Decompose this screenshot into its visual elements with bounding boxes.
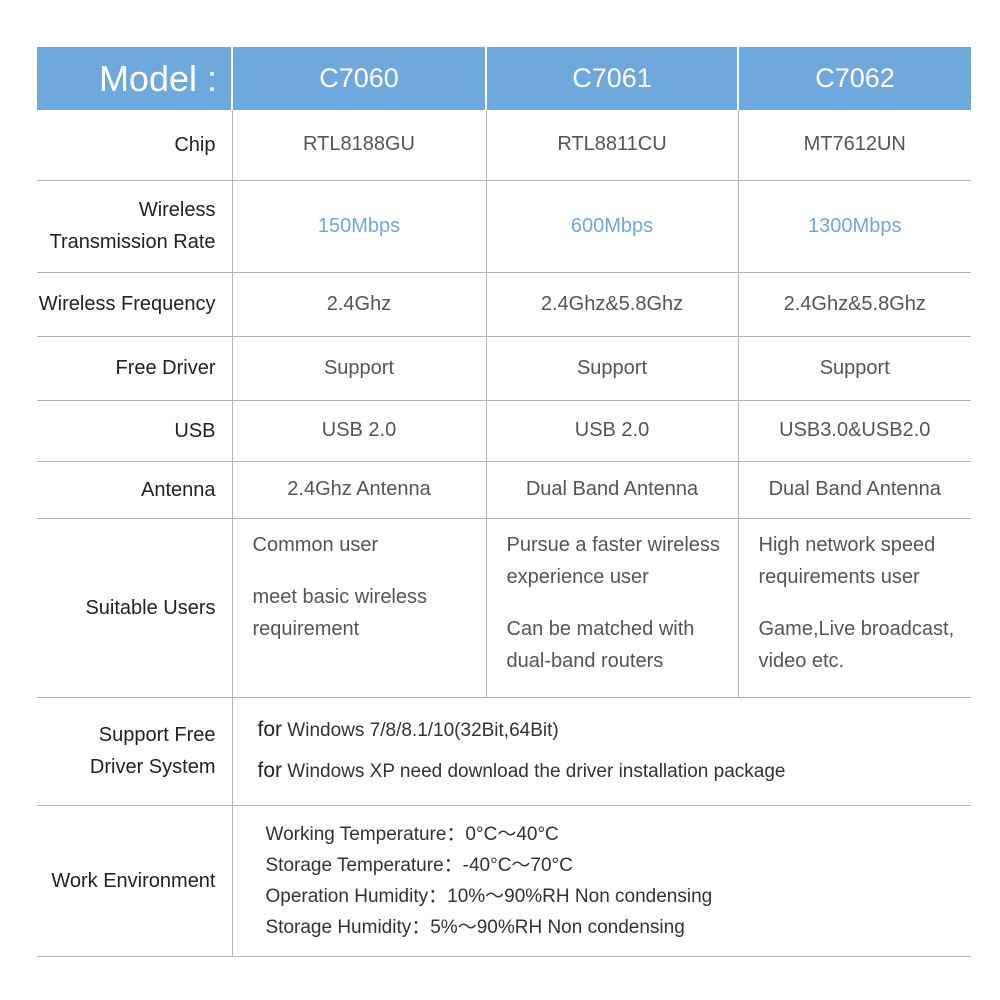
env-line: Operation Humidity：10%～90%RH Non condens… bbox=[265, 885, 713, 907]
user-text: Pursue a faster wireless experience user bbox=[506, 533, 720, 588]
label-line: Driver System bbox=[89, 756, 216, 778]
cell: Common user meet basic wireless requireme… bbox=[232, 518, 487, 698]
label-line: Transmission Rate bbox=[49, 231, 216, 253]
user-text: meet basic wireless requirement bbox=[252, 585, 428, 640]
cell: 2.4Ghz&5.8Ghz bbox=[738, 272, 971, 337]
driver-line: for Windows XP need download the driver … bbox=[258, 751, 972, 792]
driver-system-cell: for Windows 7/8/8.1/10(32Bit,64Bit) for … bbox=[232, 697, 972, 806]
model-label: Model : bbox=[37, 47, 233, 110]
cell: Support bbox=[738, 336, 971, 401]
row-label: Work Environment bbox=[37, 805, 233, 957]
user-text: High network speed requirements user bbox=[758, 533, 936, 588]
cell: 2.4Ghz bbox=[232, 272, 487, 337]
cell: USB 2.0 bbox=[486, 400, 739, 462]
row-antenna: Antenna 2.4Ghz Antenna Dual Band Antenna… bbox=[37, 461, 971, 519]
spec-table: Model : C7060 C7061 C7062 Chip RTL8188GU… bbox=[37, 47, 971, 957]
header-row: Model : C7060 C7061 C7062 bbox=[37, 47, 971, 110]
cell: Support bbox=[486, 336, 739, 401]
row-environment: Work Environment Working Temperature：0°C… bbox=[37, 805, 971, 957]
env-line: Storage Humidity：5%～90%RH Non condensing bbox=[265, 916, 685, 938]
cell: Dual Band Antenna bbox=[486, 461, 739, 519]
row-label: Support Free Driver System bbox=[37, 697, 233, 806]
for-prefix: for bbox=[257, 718, 283, 741]
row-rate: Wireless Transmission Rate 150Mbps 600Mbp… bbox=[37, 180, 971, 273]
cell: 1300Mbps bbox=[738, 180, 971, 273]
row-frequency: Wireless Frequency 2.4Ghz 2.4Ghz&5.8Ghz … bbox=[37, 272, 971, 337]
row-chip: Chip RTL8188GU RTL8811CU MT7612UN bbox=[37, 110, 971, 181]
env-line: Working Temperature：0°C～40°C bbox=[265, 823, 559, 845]
row-label: Chip bbox=[37, 110, 233, 181]
environment-cell: Working Temperature：0°C～40°C Storage Tem… bbox=[232, 805, 971, 957]
row-driver: Free Driver Support Support Support bbox=[37, 336, 971, 401]
row-label: Suitable Users bbox=[37, 518, 233, 698]
cell: RTL8811CU bbox=[486, 110, 739, 181]
row-usb: USB USB 2.0 USB 2.0 USB3.0&USB2.0 bbox=[37, 400, 971, 462]
cell: 2.4Ghz Antenna bbox=[232, 461, 487, 519]
model-c7060: C7060 bbox=[232, 47, 487, 110]
driver-text: Windows 7/8/8.1/10(32Bit,64Bit) bbox=[287, 720, 559, 741]
cell: MT7612UN bbox=[738, 110, 971, 181]
row-driver-system: Support Free Driver System for Windows 7/… bbox=[37, 697, 972, 806]
model-c7062: C7062 bbox=[738, 47, 971, 110]
cell: USB 2.0 bbox=[232, 400, 487, 462]
driver-text: Windows XP need download the driver inst… bbox=[287, 761, 786, 782]
for-prefix: for bbox=[257, 759, 283, 782]
cell: 600Mbps bbox=[486, 180, 739, 273]
user-text: Common user bbox=[252, 533, 379, 556]
cell: Dual Band Antenna bbox=[738, 461, 971, 519]
row-label: USB bbox=[37, 400, 233, 462]
env-line: Storage Temperature：-40°C～70°C bbox=[265, 854, 573, 876]
cell: RTL8188GU bbox=[232, 110, 487, 181]
cell: Pursue a faster wireless experience user… bbox=[486, 518, 739, 698]
row-label: Wireless Frequency bbox=[37, 272, 233, 337]
row-label: Free Driver bbox=[37, 336, 233, 401]
row-users: Suitable Users Common user meet basic wir… bbox=[37, 518, 971, 698]
row-label: Wireless Transmission Rate bbox=[37, 180, 233, 273]
user-text: Game,Live broadcast, video etc. bbox=[758, 617, 955, 672]
driver-line: for Windows 7/8/8.1/10(32Bit,64Bit) bbox=[258, 710, 972, 751]
cell: High network speed requirements user Game… bbox=[738, 518, 971, 698]
label-line: Wireless bbox=[138, 199, 216, 221]
user-text: Can be matched with dual-band routers bbox=[506, 617, 695, 672]
label-line: Support Free bbox=[98, 724, 216, 746]
cell: USB3.0&USB2.0 bbox=[738, 400, 971, 462]
cell: 150Mbps bbox=[232, 180, 487, 273]
row-label: Antenna bbox=[37, 461, 233, 519]
cell: 2.4Ghz&5.8Ghz bbox=[486, 272, 739, 337]
model-c7061: C7061 bbox=[486, 47, 739, 110]
cell: Support bbox=[232, 336, 487, 401]
